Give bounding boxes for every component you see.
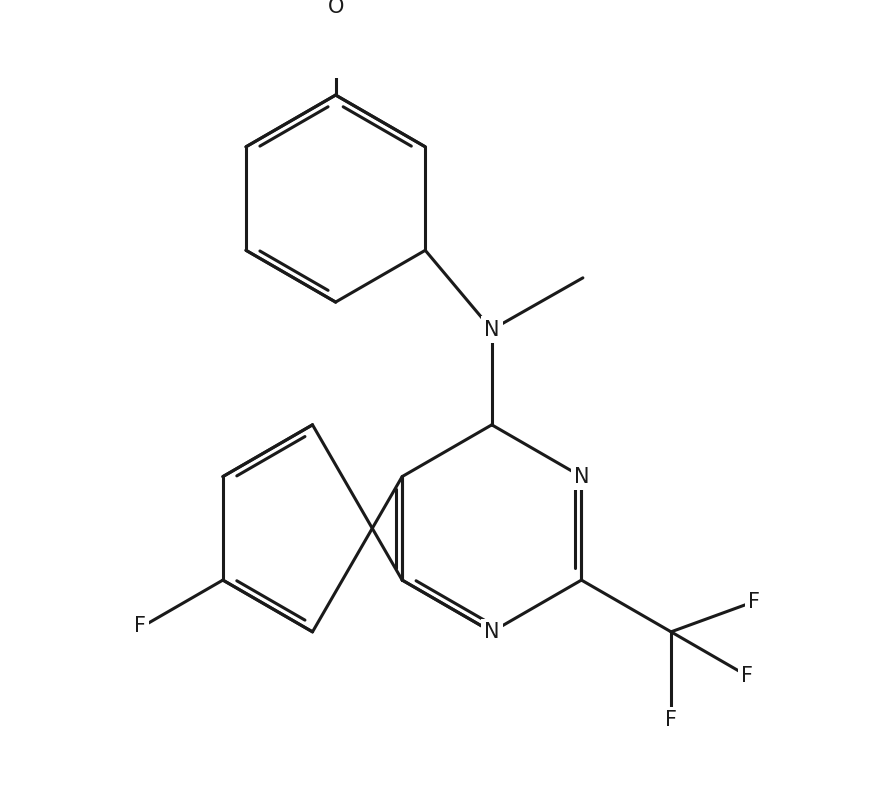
Text: N: N — [573, 467, 590, 487]
Text: N: N — [484, 320, 500, 339]
Text: F: F — [748, 592, 760, 612]
Text: F: F — [665, 710, 677, 730]
Text: F: F — [741, 666, 754, 686]
Text: O: O — [327, 0, 344, 17]
Text: N: N — [484, 622, 500, 642]
Text: F: F — [134, 616, 146, 636]
